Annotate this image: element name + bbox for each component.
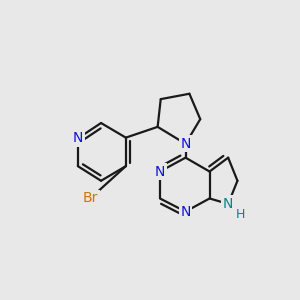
Text: H: H	[236, 208, 245, 221]
Text: Br: Br	[82, 191, 98, 206]
Text: N: N	[223, 197, 233, 211]
Text: N: N	[180, 205, 191, 219]
Text: N: N	[155, 164, 165, 178]
Text: N: N	[180, 137, 191, 151]
Text: N: N	[73, 131, 83, 146]
